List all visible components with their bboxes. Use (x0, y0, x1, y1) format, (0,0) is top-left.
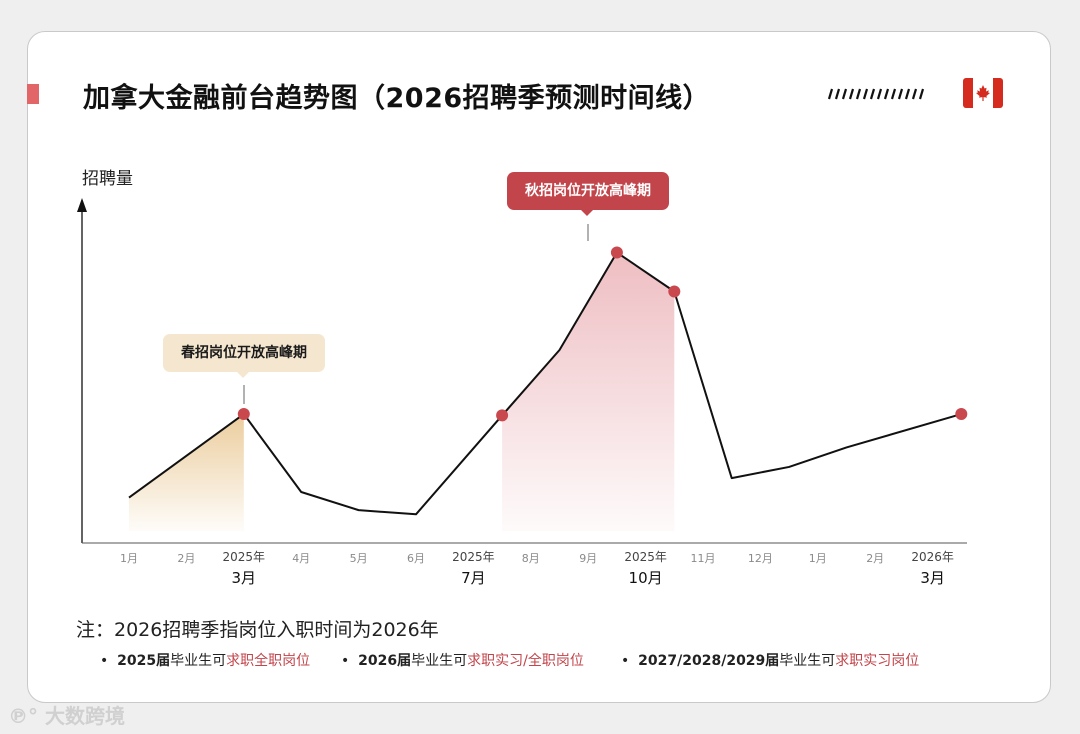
x-tick-label: 5月 (350, 552, 368, 565)
x-tick-label: 2月 (866, 552, 884, 565)
autumn-callout-pointer (580, 209, 594, 216)
data-point-marker (955, 408, 968, 421)
x-tick-label: 1月 (120, 552, 138, 565)
bullet-text: 毕业生可 (411, 653, 468, 669)
autumn-peak-label: 秋招岗位开放高峰期 (525, 183, 651, 199)
bullet-item: • 2027/2028/2029届毕业生可求职实习岗位 (621, 653, 920, 669)
x-tick-label: 4月 (292, 552, 310, 565)
bullet-cohort: 2026届 (358, 653, 412, 669)
x-tick-label: 8月 (522, 552, 540, 565)
x-tick-label: 9月 (579, 552, 597, 565)
spring-peak-label: 春招岗位开放高峰期 (181, 345, 307, 361)
x-tick-month-label: 7月 (461, 569, 486, 587)
bullet-highlight: 求职实习岗位 (835, 653, 920, 669)
x-tick-month-label: 10月 (629, 569, 663, 587)
bullet-text: 毕业生可 (779, 653, 836, 669)
spring-shaded-area (129, 414, 244, 531)
canada-flag-icon (963, 78, 1003, 108)
x-tick-label: 6月 (407, 552, 425, 565)
x-tick-year-label: 2025年 (452, 550, 495, 564)
spring-peak-callout: 春招岗位开放高峰期 (163, 334, 325, 378)
bullet-highlight: 求职全职岗位 (226, 653, 311, 669)
y-axis-label: 招聘量 (82, 169, 133, 189)
watermark-logo-icon: ℗° (8, 704, 38, 728)
bullet-cohort: 2027/2028/2029届 (638, 653, 780, 669)
watermark-text: 大数跨境 (44, 704, 125, 728)
page-title: 加拿大金融前台趋势图（2026招聘季预测时间线） (83, 83, 711, 114)
autumn-peak-callout: 秋招岗位开放高峰期 (507, 172, 669, 216)
x-tick-label: 11月 (691, 552, 716, 565)
data-point-marker (237, 408, 250, 421)
spring-callout-pointer (236, 371, 250, 378)
footnote: 注：2026招聘季指岗位入职时间为2026年 (76, 619, 439, 641)
bullet-text: 毕业生可 (170, 653, 227, 669)
x-tick-month-label: 3月 (232, 569, 257, 587)
y-axis-arrow (77, 198, 87, 212)
bullet-item: • 2026届毕业生可求职实习/全职岗位 (341, 653, 584, 669)
x-tick-year-label: 2025年 (223, 550, 266, 564)
hatch-decoration-icon (827, 88, 925, 100)
x-tick-label: 12月 (748, 552, 773, 565)
x-tick-label: 1月 (809, 552, 827, 565)
series-line (128, 251, 962, 516)
autumn-shaded-area (502, 252, 675, 531)
data-point-marker (610, 246, 623, 259)
x-tick-month-label: 3月 (920, 569, 945, 587)
accent-bar (27, 84, 39, 104)
bullet-highlight: 求职实习/全职岗位 (467, 653, 584, 669)
x-tick-year-label: 2026年 (911, 550, 954, 564)
data-point-marker (668, 285, 681, 298)
x-tick-year-label: 2025年 (624, 550, 667, 564)
bullet-cohort: 2025届 (117, 653, 171, 669)
data-point-marker (496, 409, 509, 422)
watermark: ℗° 大数跨境 (8, 700, 125, 729)
x-tick-label: 2月 (177, 552, 195, 565)
bullet-item: • 2025届毕业生可求职全职岗位 (100, 653, 311, 669)
